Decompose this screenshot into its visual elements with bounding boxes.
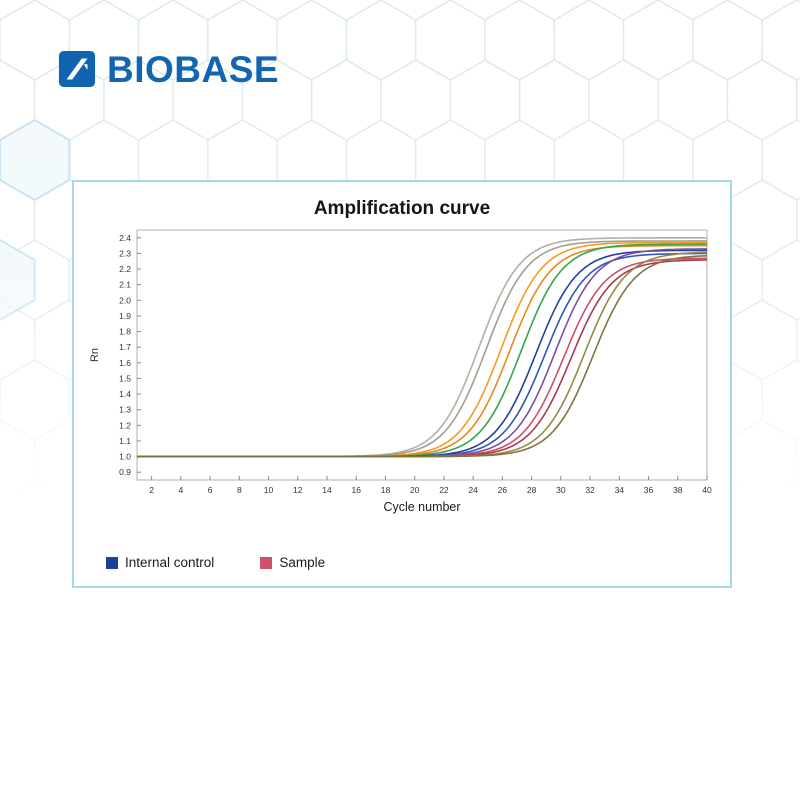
- curve-rose-1: [137, 257, 707, 458]
- y-tick-label: 1.8: [119, 327, 131, 337]
- biobase-logo-text: BIOBASE: [107, 48, 280, 90]
- x-tick-label: 2: [149, 485, 154, 495]
- curve-gray-2: [137, 240, 707, 458]
- legend-item-sample: Sample: [260, 555, 325, 570]
- x-tick-label: 38: [673, 485, 683, 495]
- curve-gray-1: [137, 237, 707, 458]
- y-tick-label: 2.3: [119, 248, 131, 258]
- x-tick-label: 30: [556, 485, 566, 495]
- y-tick-label: 0.9: [119, 467, 131, 477]
- y-tick-label: 2.4: [119, 233, 131, 243]
- sample-swatch: [260, 556, 273, 569]
- amplification-curve-chart: Rn Cycle number 0.9 1.0 1.1 1.2 1.3 1.4 1.5 1.6…: [89, 229, 712, 514]
- y-tick-label: 2.0: [119, 295, 131, 305]
- curve-olive-1: [137, 251, 708, 458]
- x-tick-label: 4: [178, 485, 183, 495]
- chart-title: Amplification curve: [313, 198, 491, 219]
- x-tick-label: 22: [439, 485, 449, 495]
- x-tick-label: 6: [208, 485, 213, 495]
- biobase-logo-icon: [58, 50, 96, 88]
- internal-control-swatch: [106, 556, 118, 569]
- amplification-panel: Amplification curve Rn Cycle number 0.9 1…: [72, 180, 732, 588]
- x-tick-label: 26: [498, 485, 508, 495]
- x-tick-label: 36: [644, 485, 654, 495]
- y-tick-label: 1.1: [119, 436, 131, 446]
- x-tick-label: 32: [585, 485, 595, 495]
- x-tick-label: 20: [410, 485, 420, 495]
- chart-legend: Internal control Sample: [106, 555, 325, 570]
- x-tick-label: 28: [527, 485, 537, 495]
- y-tick-label: 2.1: [119, 280, 131, 290]
- legend-label: Sample: [279, 555, 326, 570]
- y-tick-label: 1.7: [119, 342, 131, 352]
- y-tick-label: 1.4: [119, 389, 131, 399]
- curve-darkred-1: [137, 259, 708, 458]
- x-tick-label: 14: [322, 485, 332, 495]
- curve-olive-2: [137, 255, 708, 458]
- curve-amber-1: [137, 244, 707, 458]
- legend-label: Internal control: [125, 555, 215, 570]
- x-axis-label: Cycle number: [383, 500, 460, 514]
- y-tick-label: 1.5: [119, 373, 131, 383]
- y-tick-label: 2.2: [119, 264, 131, 274]
- y-tick-label: 1.9: [119, 311, 131, 321]
- x-tick-label: 34: [615, 485, 625, 495]
- chart-area: Rn Cycle number 0.9 1.0 1.1 1.2 1.3 1.4 1.5 1.6…: [74, 222, 730, 517]
- biobase-logo: BIOBASE: [58, 50, 279, 88]
- x-tick-label: 24: [468, 485, 478, 495]
- plot-border: [136, 229, 708, 481]
- x-tick-label: 40: [702, 485, 712, 495]
- y-tick-label: 1.3: [119, 405, 131, 415]
- y-tick-label: 1.2: [119, 420, 131, 430]
- y-tick-label: 1.6: [119, 358, 131, 368]
- y-tick-label: 1.0: [119, 452, 131, 462]
- x-tick-label: 18: [381, 485, 391, 495]
- y-axis-label: Rn: [89, 348, 101, 362]
- legend-item-internal-control: Internal control: [106, 555, 214, 570]
- x-tick-label: 16: [351, 485, 361, 495]
- x-tick-label: 10: [264, 485, 274, 495]
- x-tick-label: 8: [237, 485, 242, 495]
- x-tick-label: 12: [293, 485, 303, 495]
- curve-blue-2: [137, 252, 707, 458]
